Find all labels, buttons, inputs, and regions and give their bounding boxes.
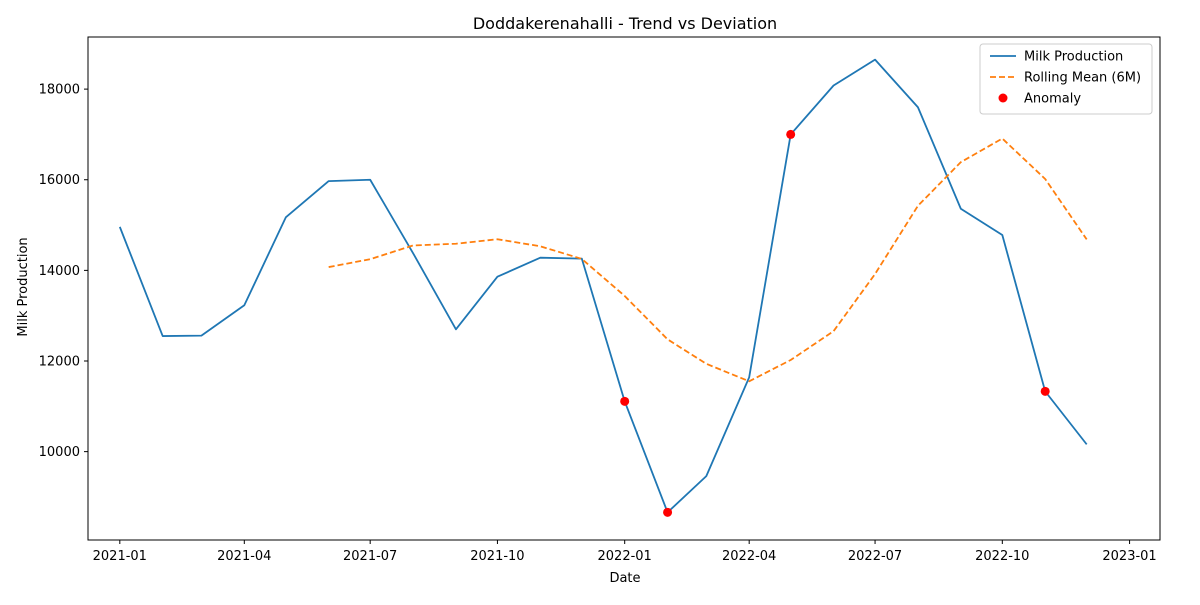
legend: Milk Production Rolling Mean (6M) Anomaly <box>979 43 1153 115</box>
anomaly-point <box>786 129 796 139</box>
y-tick-label: 10000 <box>39 445 80 460</box>
y-axis-title: Milk Production <box>16 237 31 336</box>
x-tick-label: 2023-01 <box>1102 549 1156 564</box>
y-tick-label: 18000 <box>39 83 80 98</box>
legend-label: Rolling Mean (6M) <box>1024 71 1141 86</box>
legend-box <box>979 43 1153 115</box>
chart-title: Doddakerenahalli - Trend vs Deviation <box>473 14 777 33</box>
anomaly-point <box>620 396 630 406</box>
axes-frame <box>87 36 1161 541</box>
series-line-0 <box>118 58 1088 514</box>
plot-area <box>118 58 1088 517</box>
x-tick-label: 2022-04 <box>722 549 776 564</box>
legend-swatch <box>998 93 1008 103</box>
anomaly-point <box>663 507 673 517</box>
x-axis-title: Date <box>609 571 640 586</box>
x-axis: 2021-01 2021-04 2021-07 2021-10 2022-01 2022-… <box>93 540 1157 564</box>
series-line-1 <box>328 137 1088 383</box>
x-tick-label: 2021-07 <box>343 549 397 564</box>
anomaly-point <box>1040 386 1050 396</box>
x-tick-label: 2022-07 <box>848 549 902 564</box>
x-tick-label: 2021-10 <box>470 549 524 564</box>
y-tick-label: 14000 <box>39 264 80 279</box>
legend-label: Milk Production <box>1024 50 1123 65</box>
x-tick-label: 2021-04 <box>217 549 271 564</box>
legend-label: Anomaly <box>1024 92 1081 107</box>
y-axis: 10000 12000 14000 16000 18000 <box>39 83 88 460</box>
y-tick-label: 16000 <box>39 173 80 188</box>
x-tick-label: 2021-01 <box>93 549 147 564</box>
x-tick-label: 2022-01 <box>598 549 652 564</box>
y-tick-label: 12000 <box>39 355 80 370</box>
x-tick-label: 2022-10 <box>975 549 1029 564</box>
